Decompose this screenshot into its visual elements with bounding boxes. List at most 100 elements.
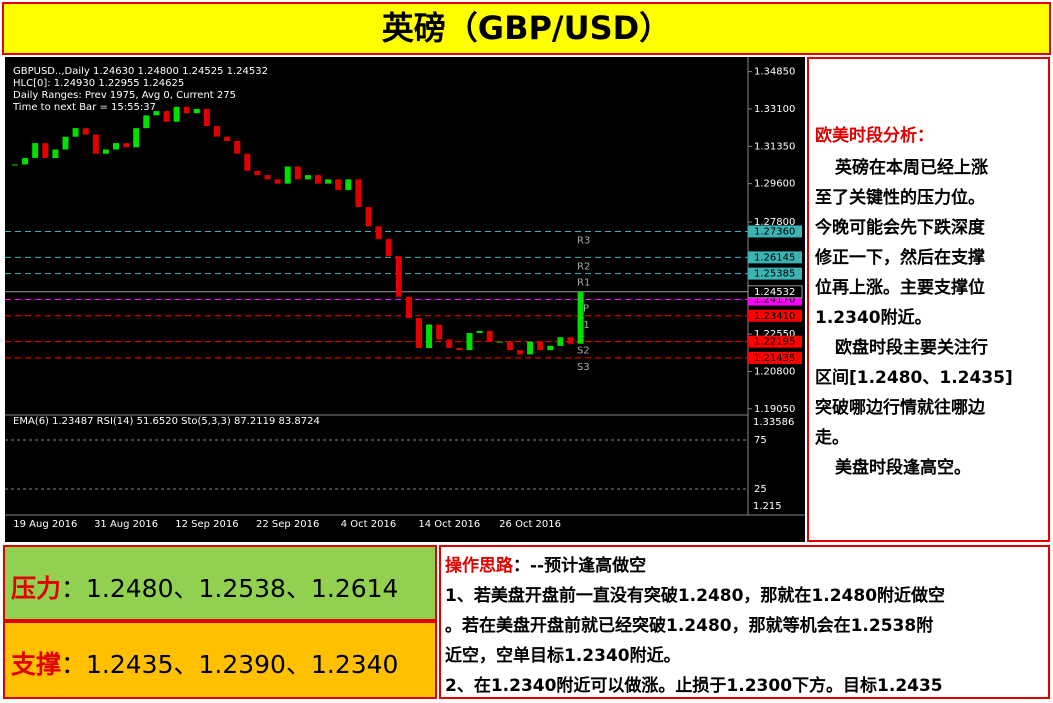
level-box xyxy=(748,225,802,238)
x-tick-label: 19 Aug 2016 xyxy=(13,519,77,530)
level-name: R2 xyxy=(577,261,590,272)
candle xyxy=(365,207,372,227)
level-label: 1.21435 xyxy=(754,353,795,364)
analysis-line: 修正一下，然后在支撑 xyxy=(815,248,985,268)
level-box xyxy=(748,309,802,322)
candle xyxy=(395,256,402,297)
analysis-line: 至了关键性的压力位。 xyxy=(815,188,985,208)
candle xyxy=(426,324,433,348)
y-tick-label: 1.31350 xyxy=(754,141,795,152)
candle xyxy=(476,330,483,334)
level-box xyxy=(748,335,802,348)
candle xyxy=(102,149,109,154)
x-tick-label: 14 Oct 2016 xyxy=(418,519,480,530)
level-box xyxy=(748,267,802,280)
candle xyxy=(193,108,200,114)
candle xyxy=(517,350,523,355)
indicator-tick: 75 xyxy=(754,435,767,446)
candle xyxy=(42,143,49,159)
candle xyxy=(143,115,150,129)
analysis-heading: 欧美时段分析： xyxy=(815,126,934,146)
candle xyxy=(284,166,291,184)
candle xyxy=(113,143,119,150)
plan-line: 2、在1.2340附近可以做涨。止损于1.2300下方。目标1.2435 xyxy=(445,676,943,696)
candle xyxy=(163,111,170,122)
info-line: Time to next Bar = 15:55:37 xyxy=(12,102,156,113)
candle xyxy=(486,330,493,342)
pressure-text: ：1.2480、1.2538、1.2614 xyxy=(61,574,399,603)
candle xyxy=(234,140,241,154)
support-label: 支撑 xyxy=(11,650,62,679)
candle xyxy=(446,339,453,348)
current-box xyxy=(747,285,803,299)
candle xyxy=(315,175,321,184)
analysis-line: 走。 xyxy=(815,428,849,448)
level-box xyxy=(748,351,802,364)
candle xyxy=(294,166,301,180)
candle xyxy=(577,291,584,344)
x-tick-label: 31 Aug 2016 xyxy=(94,519,158,530)
candle xyxy=(32,143,39,159)
indicator-tick: 25 xyxy=(754,484,767,495)
candle xyxy=(214,126,220,137)
level-label: 1.26145 xyxy=(754,252,795,263)
analysis-line: 今晚可能会先下跌深度 xyxy=(815,218,985,238)
candle xyxy=(456,347,463,351)
x-tick-label: 4 Oct 2016 xyxy=(341,519,396,530)
info-line: HLC[0]: 1.24930 1.22955 1.24625 xyxy=(13,78,184,89)
candle xyxy=(375,226,382,240)
candle xyxy=(466,333,473,351)
candle xyxy=(405,296,412,319)
candle xyxy=(12,164,18,166)
level-label: 1.23410 xyxy=(754,311,795,322)
y-tick-label: 1.34850 xyxy=(754,67,795,78)
analysis-panel: 欧美时段分析： 英磅在本周已经上涨至了关键性的压力位。 今晚可能会先下跌深度 修正一下… xyxy=(807,57,1050,542)
title-bar: 英磅（GBP/USD） xyxy=(2,2,1051,55)
candle xyxy=(325,179,332,184)
candle xyxy=(153,111,160,116)
candle xyxy=(537,341,544,351)
candle xyxy=(274,179,281,184)
level-label: 1.22195 xyxy=(754,337,795,348)
candle xyxy=(72,128,79,137)
candle xyxy=(567,337,574,344)
candle xyxy=(355,179,362,208)
candle xyxy=(123,143,130,148)
current-label: 1.24532 xyxy=(754,287,795,298)
level-box xyxy=(748,251,802,264)
candle xyxy=(496,341,503,343)
level-name: S2 xyxy=(577,346,590,357)
candle xyxy=(506,341,513,351)
x-tick-label: 12 Sep 2016 xyxy=(175,519,238,530)
analysis-line: 区间[1.2480、1.2435] xyxy=(815,368,1013,388)
info-line: Daily Ranges: Prev 1975, Avg 0, Current … xyxy=(13,90,236,101)
support-text: ：1.2435、1.2390、1.2340 xyxy=(61,650,399,679)
plan-heading: 操作思路 xyxy=(445,556,513,576)
analysis-line: 英磅在本周已经上涨 xyxy=(835,158,988,178)
analysis-line: 位再上涨。主要支撑位 xyxy=(815,278,985,298)
support-box: 支撑：1.2435、1.2390、1.2340 xyxy=(3,621,437,699)
title: 英磅（GBP/USD） xyxy=(381,9,672,47)
level-name: S3 xyxy=(577,362,590,373)
level-label: 1.25385 xyxy=(754,269,795,280)
indicator-scale: 1.33586 xyxy=(753,417,794,428)
y-tick-label: 1.22550 xyxy=(754,329,795,340)
candle xyxy=(436,324,443,340)
plan-subtitle: ：--预计逢高做空 xyxy=(513,556,647,576)
y-tick-label: 1.20800 xyxy=(754,366,795,377)
pressure-label: 压力 xyxy=(11,574,62,603)
candle xyxy=(62,136,69,150)
candle xyxy=(224,136,231,141)
candle xyxy=(527,341,534,355)
candle xyxy=(547,345,554,351)
candle xyxy=(92,134,99,154)
candle xyxy=(304,175,311,180)
pressure-box: 压力：1.2480、1.2538、1.2614 xyxy=(3,545,437,621)
y-tick-label: 1.33100 xyxy=(754,104,795,115)
plan-line: 近空，空单目标1.2340附近。 xyxy=(445,646,681,666)
level-label: 1.27360 xyxy=(754,226,795,237)
indicator-label: EMA(6) 1.23487 RSI(14) 51.6520 Sto(5,3,3… xyxy=(13,416,320,427)
candle xyxy=(244,153,251,171)
candle xyxy=(335,179,342,191)
